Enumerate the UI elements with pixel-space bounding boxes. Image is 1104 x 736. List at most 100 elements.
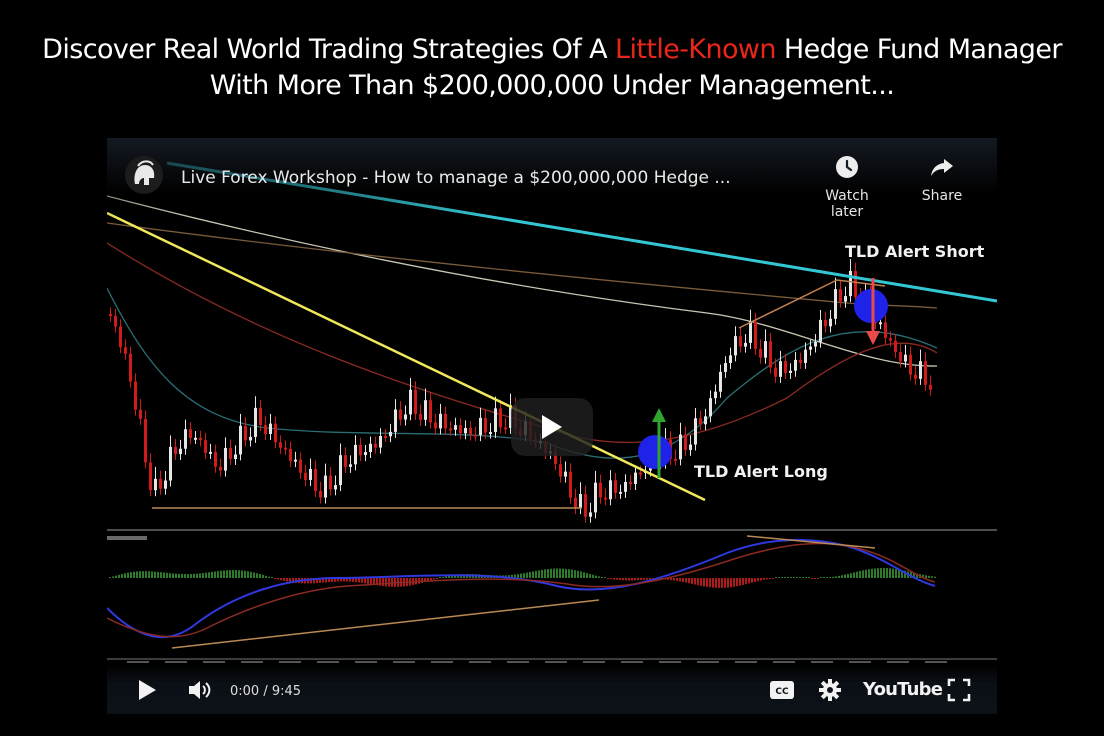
candle-body [184, 429, 187, 449]
histogram-bar [256, 573, 258, 578]
histogram-bar [367, 578, 369, 584]
candle-body [929, 384, 932, 390]
histogram-bar [157, 571, 159, 578]
histogram-bar [268, 576, 270, 578]
histogram-bar [931, 576, 933, 578]
histogram-bar [220, 570, 222, 578]
candle-body [419, 413, 422, 420]
candle-body [119, 326, 122, 348]
histogram-bar [508, 575, 510, 578]
histogram-bar [319, 578, 321, 583]
histogram-bar [280, 578, 282, 581]
histogram-bar [517, 574, 519, 578]
histogram-bar [259, 574, 261, 578]
histogram-bar [646, 578, 648, 580]
candle-body [819, 319, 822, 342]
histogram-bar [346, 578, 348, 582]
candle-body [634, 472, 637, 484]
histogram-bar [286, 578, 288, 582]
histogram-bar [916, 573, 918, 578]
histogram-bar [667, 578, 669, 580]
candle-body [699, 418, 702, 425]
histogram-bar [379, 578, 381, 586]
candle-body [414, 389, 417, 414]
candle-body [894, 340, 897, 352]
histogram-bar [529, 572, 531, 578]
candle-body [474, 434, 477, 437]
histogram-bar [850, 573, 852, 578]
candle-body [234, 454, 237, 459]
histogram-bar [649, 578, 651, 580]
histogram-bar [289, 578, 291, 583]
date-tick-label [393, 661, 415, 663]
histogram-bar [889, 568, 891, 578]
histogram-bar [802, 577, 804, 578]
histogram-bar [724, 578, 726, 588]
histogram-bar [934, 576, 936, 578]
histogram-bar [511, 574, 513, 578]
candle-body [229, 447, 232, 459]
video-player[interactable]: Live Forex Workshop - How to manage a $2… [107, 138, 997, 714]
histogram-bar [619, 578, 621, 581]
watch-later-button[interactable]: Watch later [812, 154, 882, 220]
channel-avatar[interactable] [125, 156, 163, 194]
histogram-bar [712, 578, 714, 588]
oscillator-divergence-line [746, 535, 876, 549]
histogram-bar [283, 578, 285, 581]
histogram-bar [124, 573, 126, 578]
share-button[interactable]: Share [907, 154, 977, 204]
support-trendline [107, 211, 706, 502]
date-tick-label [925, 661, 947, 663]
candle-body [284, 447, 287, 450]
moving-average-gray [107, 195, 938, 367]
histogram-bar [343, 578, 345, 582]
date-tick-label [773, 661, 795, 663]
candle-body [704, 416, 707, 425]
histogram-bar [580, 571, 582, 578]
date-tick-label [507, 661, 529, 663]
captions-button[interactable]: CC [769, 680, 795, 704]
histogram-bar [523, 573, 525, 578]
histogram-bar [880, 568, 882, 578]
histogram-bar [793, 577, 795, 578]
fullscreen-button[interactable] [947, 678, 971, 706]
candle-body [589, 512, 592, 517]
histogram-bar [184, 574, 186, 578]
histogram-bar [553, 568, 555, 578]
fullscreen-icon [947, 678, 971, 702]
candle-body [364, 452, 367, 456]
histogram-bar [772, 578, 774, 579]
histogram-bar [229, 570, 231, 578]
histogram-bar [862, 570, 864, 578]
candle-body [759, 348, 762, 358]
youtube-logo[interactable]: YouTube [863, 679, 943, 700]
histogram-bar [784, 577, 786, 578]
center-play-button[interactable] [511, 398, 593, 456]
histogram-bar [208, 572, 210, 578]
play-pause-button[interactable] [137, 679, 157, 705]
candle-body [239, 425, 242, 455]
candle-body [309, 468, 312, 480]
histogram-bar [682, 578, 684, 582]
histogram-bar [211, 571, 213, 578]
histogram-bar [238, 570, 240, 578]
volume-button[interactable] [187, 678, 215, 706]
time-display: 0:00 / 9:45 [230, 684, 302, 699]
histogram-bar [451, 575, 453, 578]
candle-body [444, 413, 447, 429]
histogram-bar [841, 575, 843, 578]
histogram-bar [832, 576, 834, 578]
histogram-bar [172, 573, 174, 578]
histogram-bar [436, 578, 438, 579]
video-title[interactable]: Live Forex Workshop - How to manage a $2… [181, 168, 731, 188]
histogram-bar [541, 569, 543, 578]
histogram-bar [250, 571, 252, 578]
headline-text-before: Discover Real World Trading Strategies O… [42, 34, 616, 65]
settings-button[interactable] [818, 678, 842, 706]
histogram-bar [601, 577, 603, 578]
histogram-bar [727, 578, 729, 588]
histogram-bar [391, 578, 393, 587]
histogram-bar [307, 578, 309, 584]
candle-body [639, 472, 642, 475]
histogram-bar [370, 578, 372, 585]
